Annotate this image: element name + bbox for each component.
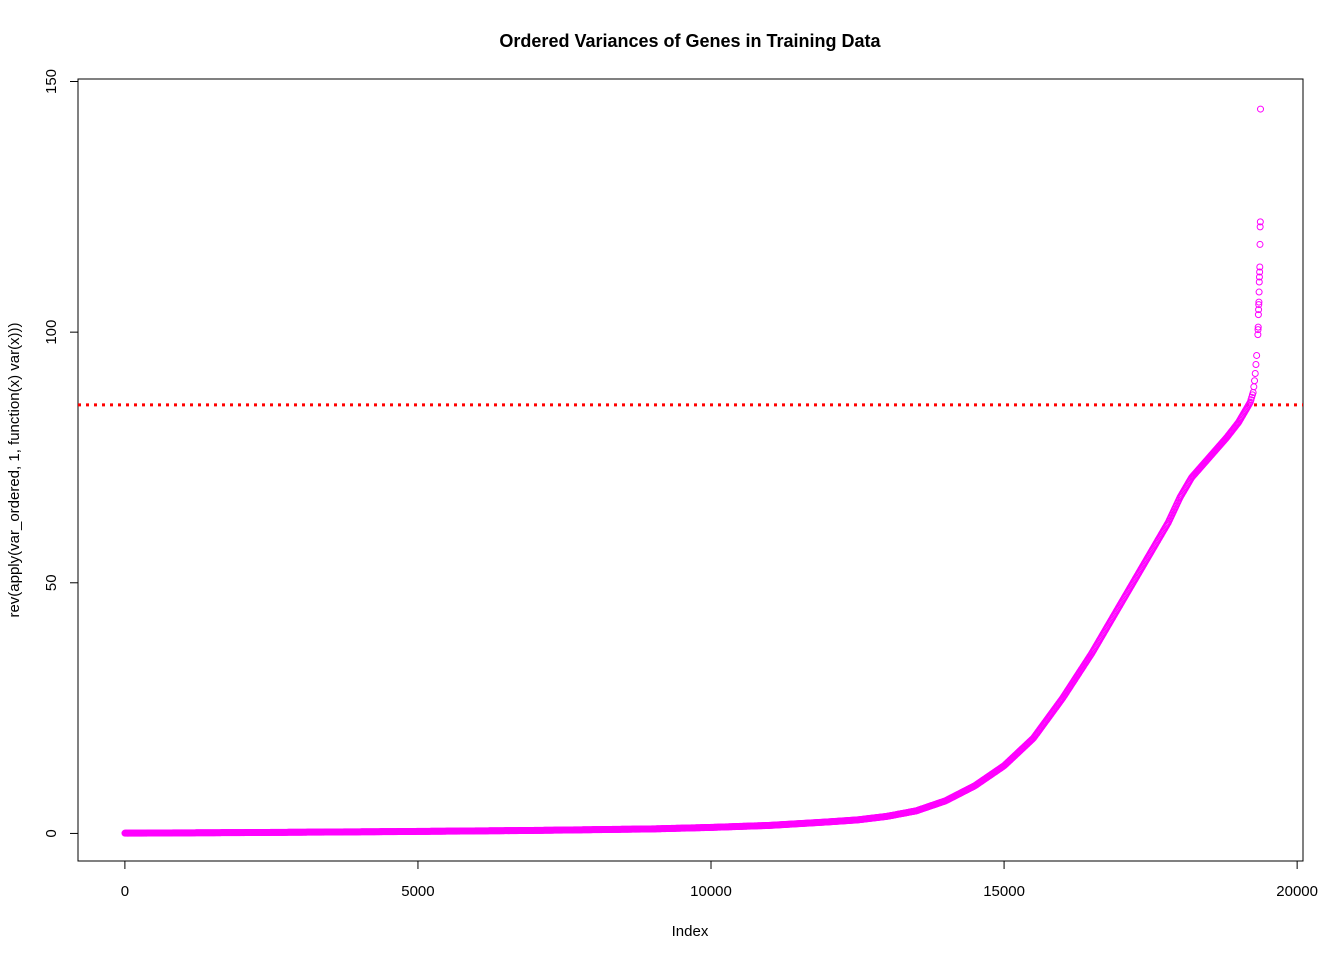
y-tick-label: 50: [43, 574, 60, 591]
x-tick-label: 20000: [1276, 883, 1318, 900]
outlier-point: [1254, 326, 1262, 334]
x-tick-label: 15000: [983, 883, 1025, 900]
outlier-point: [1255, 298, 1263, 306]
data-points: [121, 105, 1265, 837]
plot-frame: [77, 78, 1304, 862]
outlier-point: [1256, 263, 1264, 271]
outlier-point: [1256, 223, 1264, 231]
x-tick-label: 10000: [690, 883, 732, 900]
data-point: [1251, 370, 1259, 377]
outlier-point: [1255, 288, 1263, 296]
x-tick-label: 0: [121, 883, 129, 900]
x-tick-label: 5000: [401, 883, 434, 900]
data-point: [1251, 377, 1259, 385]
outlier-point: [1255, 306, 1263, 314]
y-axis: 0 50 100 150: [43, 69, 79, 838]
x-axis: 0 5000 10000 15000 20000: [121, 860, 1318, 900]
outlier-point: [1254, 331, 1262, 339]
outlier-point: [1255, 301, 1263, 309]
chart-title: Ordered Variances of Genes in Training D…: [499, 31, 881, 51]
data-point: [1253, 351, 1261, 359]
y-axis-label: rev(apply(var_ordered, 1, function(x) va…: [6, 322, 23, 617]
y-tick-label: 150: [43, 69, 60, 94]
data-point: [1250, 383, 1258, 391]
x-axis-label: Index: [672, 923, 709, 940]
outlier-point: [1256, 218, 1264, 226]
outlier-point: [1254, 323, 1262, 331]
outlier-point: [1255, 273, 1263, 281]
outlier-point: [1256, 268, 1264, 276]
outlier-point: [1256, 240, 1264, 248]
outlier-point: [1255, 278, 1263, 286]
y-tick-label: 100: [43, 320, 60, 345]
outlier-point: [1257, 105, 1265, 113]
data-point: [1252, 360, 1260, 368]
y-tick-label: 0: [43, 829, 60, 837]
outlier-point: [1254, 311, 1262, 319]
